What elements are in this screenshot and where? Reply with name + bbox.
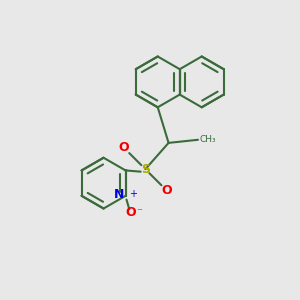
Text: N: N bbox=[114, 188, 124, 201]
Text: O: O bbox=[125, 206, 136, 219]
Text: O: O bbox=[162, 184, 172, 197]
Text: S: S bbox=[141, 163, 150, 176]
Text: ⁻: ⁻ bbox=[136, 207, 142, 217]
Text: CH₃: CH₃ bbox=[200, 135, 216, 144]
Text: +: + bbox=[129, 189, 137, 199]
Text: O: O bbox=[118, 141, 129, 154]
